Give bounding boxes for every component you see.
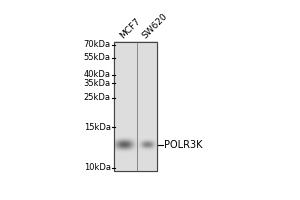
Bar: [116, 42, 134, 171]
Text: SW620: SW620: [141, 11, 170, 40]
Text: 40kDa: 40kDa: [84, 70, 111, 79]
Text: 35kDa: 35kDa: [84, 79, 111, 88]
Text: 15kDa: 15kDa: [84, 123, 111, 132]
Bar: [114, 42, 157, 171]
Bar: [139, 42, 156, 171]
Text: 10kDa: 10kDa: [84, 163, 111, 172]
Text: POLR3K: POLR3K: [164, 140, 203, 150]
Text: 55kDa: 55kDa: [84, 53, 111, 62]
Bar: [114, 42, 157, 171]
Text: MCF7: MCF7: [118, 16, 142, 40]
Text: 25kDa: 25kDa: [84, 93, 111, 102]
Text: 70kDa: 70kDa: [84, 40, 111, 49]
